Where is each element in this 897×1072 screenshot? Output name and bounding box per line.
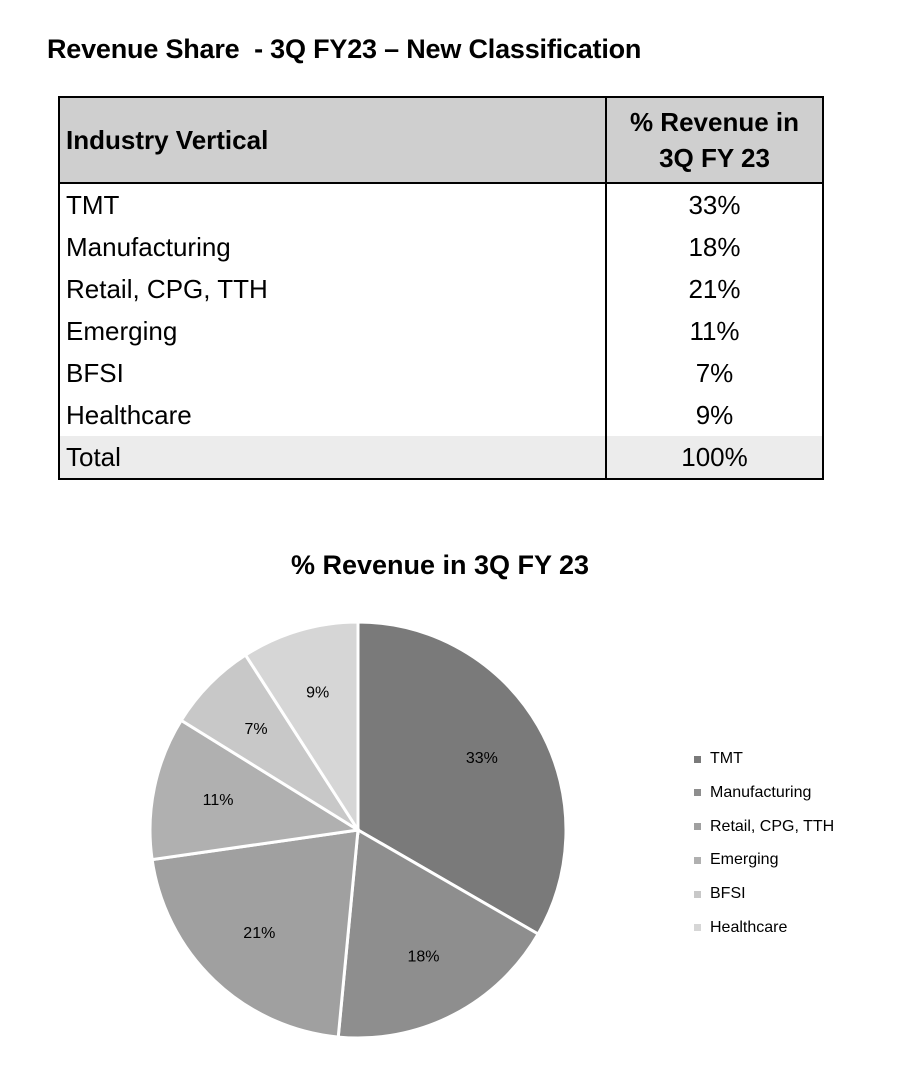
legend-label: Healthcare [710,918,788,936]
chart-legend: TMT Manufacturing Retail, CPG, TTH Emerging… [694,748,834,951]
pie-slice-emerging [148,718,363,862]
legend-swatch [694,789,701,797]
row-value: 11% [689,316,740,346]
legend-item-retail-cpg-tth: Retail, CPG, TTH [694,816,834,838]
table-row: Retail, CPG, TTH 21% [59,268,823,310]
legend-swatch [694,755,701,763]
revenue-table: Industry Vertical % Revenue in 3Q FY 23 … [58,96,824,480]
legend-label: TMT [710,750,743,767]
table-row: Emerging 11% [59,310,823,352]
data-label-emerging: 11% [203,792,234,809]
row-label: Manufacturing [59,226,607,268]
legend-item-tmt: TMT [694,748,834,770]
row-label: Retail, CPG, TTH [59,268,607,310]
legend-swatch [694,856,701,864]
data-label-bfsi: 7% [245,721,268,738]
data-label-tmt: 33% [466,750,498,767]
row-label: TMT [59,183,607,226]
legend-item-emerging: Emerging [694,849,834,871]
data-label-healthcare: 9% [306,684,329,701]
row-value: 18% [688,232,741,262]
table-header-row: Industry Vertical % Revenue in 3Q FY 23 [59,97,823,184]
data-label-retail-cpg-tth: 21% [243,925,275,942]
legend-swatch [694,890,701,898]
legend-swatch [694,924,701,932]
pie-slice-healthcare [243,620,360,836]
table-row: BFSI 7% [59,352,823,394]
legend-label: BFSI [710,885,746,903]
legend-item-healthcare: Healthcare [694,917,834,939]
page-title: Revenue Share - 3Q FY23 – New Classifica… [47,34,642,64]
pie-slice-retail-cpg-tth [150,828,360,1039]
header-industry: Industry Vertical [59,97,607,184]
header-pct-line1: % Revenue in [629,107,800,137]
row-label: Emerging [59,310,607,352]
row-value: 7% [695,358,734,388]
header-pct-line2: 3Q FY 23 [659,143,770,173]
total-label: Total [59,436,607,479]
row-value: 21% [688,274,741,304]
row-value: 9% [695,400,734,430]
chart-title: % Revenue in 3Q FY 23 [290,550,590,580]
table-row: TMT 33% [59,183,823,226]
legend-label: Emerging [710,851,779,869]
pie-slice-manufacturing [336,827,541,1040]
pie-slice-tmt [356,620,568,937]
data-label-manufacturing: 18% [408,949,440,966]
total-value: 100% [606,436,823,479]
table-row: Healthcare 9% [59,394,823,436]
legend-item-bfsi: BFSI [694,883,834,905]
table-total-row: Total 100% [59,436,823,479]
legend-swatch [694,823,701,831]
row-label: Healthcare [59,394,607,436]
row-value: 33% [688,190,741,220]
table-row: Manufacturing 18% [59,226,823,268]
row-label: BFSI [59,352,607,394]
legend-item-manufacturing: Manufacturing [694,782,834,804]
legend-label: Manufacturing [710,783,812,801]
header-pct: % Revenue in 3Q FY 23 [606,97,823,184]
legend-label: Retail, CPG, TTH [710,817,835,835]
